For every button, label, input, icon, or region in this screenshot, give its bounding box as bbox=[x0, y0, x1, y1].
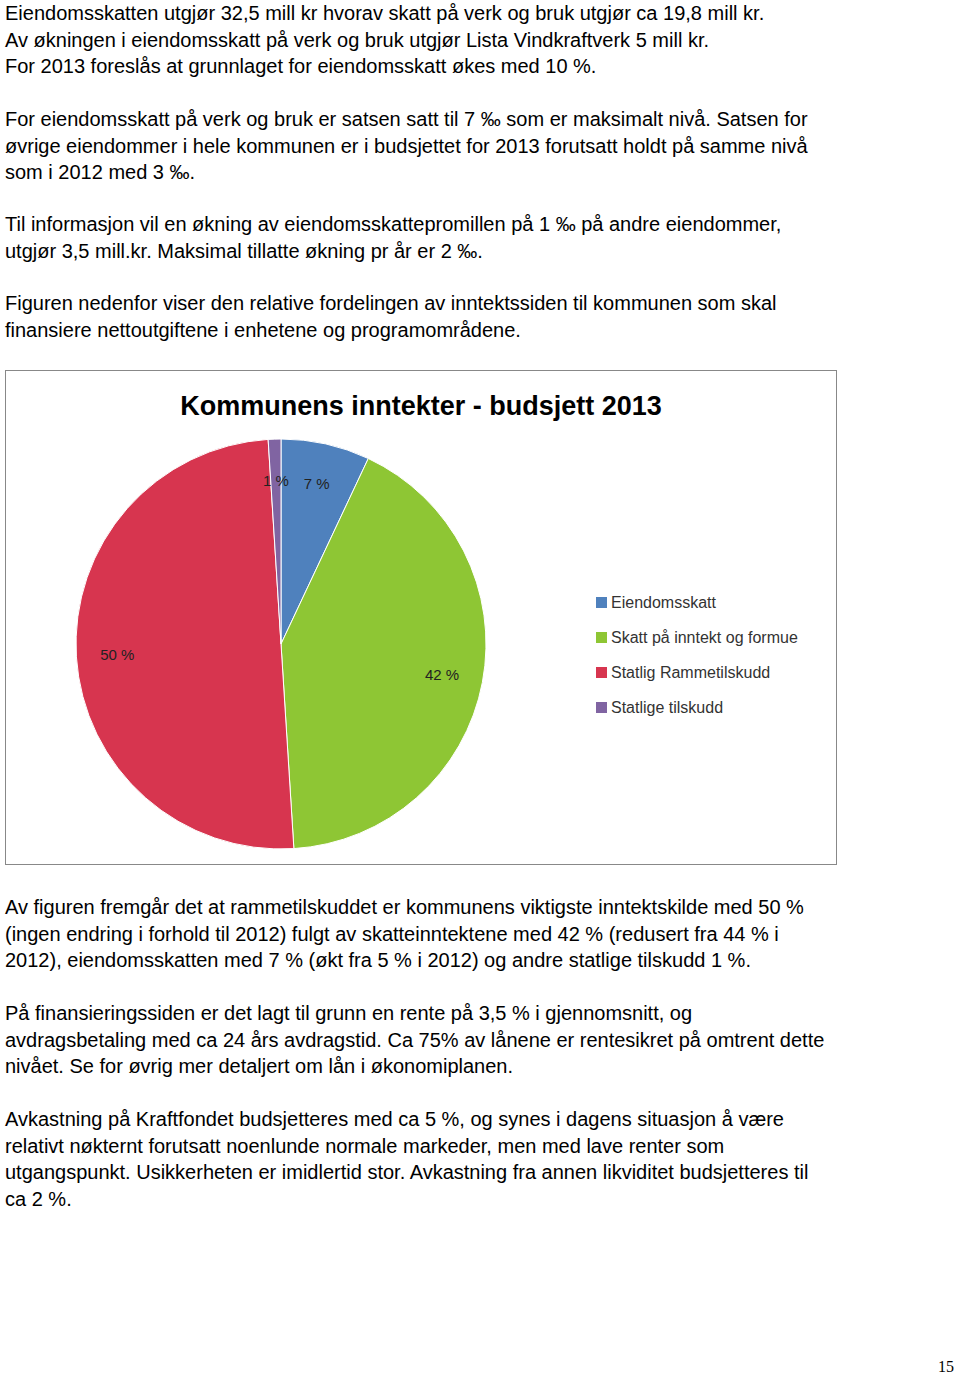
html-text:Figuren nedenfor viser den rel: Figuren nedenfor viser den relative ford… bbox=[5, 292, 777, 314]
html-text:Av økningen i eiendomsskatt på: Av økningen i eiendomsskatt på verk og b… bbox=[5, 28, 709, 51]
html-text:(ingen endring i forhold til 2: (ingen endring i forhold til 2012) fulgt… bbox=[5, 922, 779, 945]
html-text:øvrige eiendommer i hele kommu: øvrige eiendommer i hele kommunen er i b… bbox=[5, 134, 808, 157]
html-text:Kommunens inntekter - budsjett: Kommunens inntekter - budsjett 2013 bbox=[180, 391, 662, 421]
html-text:nivået. Se for øvrig mer detal: nivået. Se for øvrig mer detaljert om lå… bbox=[5, 1055, 513, 1078]
html-text:utgjør 3,5 mill.kr. Maksimal t: utgjør 3,5 mill.kr. Maksimal tillatte øk… bbox=[5, 239, 483, 262]
svg-text:50 %: 50 % bbox=[100, 646, 134, 663]
html-text:På finansieringssiden er det l: På finansieringssiden er det lagt til gr… bbox=[5, 1002, 693, 1024]
html-text:15: 15 bbox=[938, 1358, 954, 1375]
html-text:utgangspunkt. Usikkerheten er: utgangspunkt. Usikkerheten er imidlertid… bbox=[5, 1161, 809, 1184]
html-text:Statlig Rammetilskudd: Statlig Rammetilskudd bbox=[611, 663, 771, 681]
html-text:Til informasjon vil en økning: Til informasjon vil en økning av eiendom… bbox=[5, 213, 782, 235]
html-text:avdragsbetaling med ca 24 års: avdragsbetaling med ca 24 års avdragstid… bbox=[5, 1028, 825, 1051]
html-text:som i 2012 med 3 ‰.: som i 2012 med 3 ‰. bbox=[5, 161, 196, 184]
html-text:Skatt på inntekt og formue: Skatt på inntekt og formue bbox=[611, 628, 798, 646]
html-text:For 2013 foreslås at grunnlage: For 2013 foreslås at grunnlaget for eien… bbox=[5, 55, 597, 78]
html-text:ca 2 %.: ca 2 %. bbox=[5, 1187, 72, 1210]
html-text:relativt nøkternt forutsatt no: relativt nøkternt forutsatt noenlunde no… bbox=[5, 1134, 725, 1157]
html-text:Avkastning på Kraftfondet buds: Avkastning på Kraftfondet budsjetteres m… bbox=[5, 1108, 784, 1130]
html-text:finansiere nettoutgiftene i en: finansiere nettoutgiftene i enhetene og … bbox=[5, 318, 521, 341]
svg-text:42 %: 42 % bbox=[425, 666, 459, 683]
html-text:For eiendomsskatt på verk og b: For eiendomsskatt på verk og bruk er sat… bbox=[5, 108, 808, 130]
html-text:Av figuren fremgår det at ramm: Av figuren fremgår det at rammetilskudde… bbox=[5, 896, 804, 918]
html-text:Eiendomsskatten utgjør 32,5 mi: Eiendomsskatten utgjør 32,5 mill kr hvor… bbox=[5, 2, 765, 24]
svg-text:7 %: 7 % bbox=[304, 475, 330, 492]
svg-text:1 %: 1 % bbox=[263, 472, 289, 489]
html-text:2012), eiendomsskatten med 7 %: 2012), eiendomsskatten med 7 % (økt fra … bbox=[5, 949, 751, 972]
html-text:Eiendomsskatt: Eiendomsskatt bbox=[611, 593, 716, 611]
html-text:Statlige tilskudd: Statlige tilskudd bbox=[611, 698, 724, 716]
